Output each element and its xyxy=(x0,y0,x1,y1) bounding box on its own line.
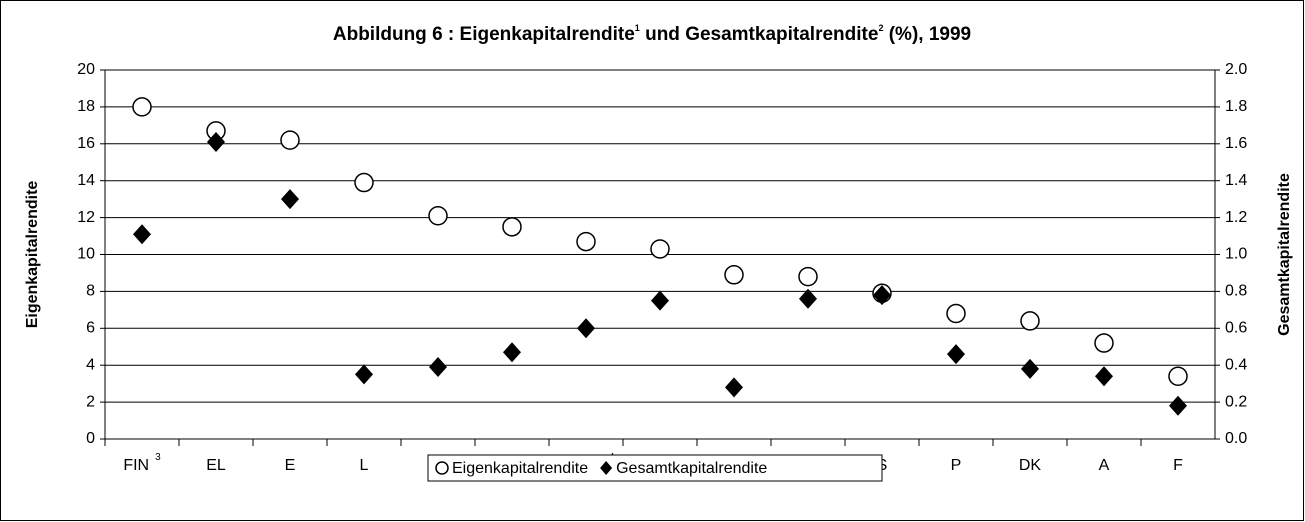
diamond-marker xyxy=(207,131,225,152)
x-tick-label: FIN 3 xyxy=(123,452,161,475)
circle-marker xyxy=(502,217,522,237)
title-part: (%), 1999 xyxy=(883,24,971,45)
y-tick-label: 16 xyxy=(77,135,95,152)
diamond-marker xyxy=(799,288,817,309)
y2-axis-label: Gesamtkapitalrendite xyxy=(1276,173,1293,336)
diamond-marker xyxy=(651,290,669,311)
y-tick-label: 4 xyxy=(86,356,95,373)
diamond-marker xyxy=(1021,358,1039,379)
x-tick-label: A xyxy=(1099,457,1110,474)
circle-marker xyxy=(1094,333,1114,353)
circle-marker xyxy=(280,130,300,150)
diamond-marker xyxy=(503,342,521,363)
legend-label: Eigenkapitalrendite xyxy=(452,460,588,477)
x-tick-label: EL xyxy=(206,457,226,474)
category: FIN xyxy=(123,457,149,474)
circle-marker xyxy=(724,265,744,285)
category: L xyxy=(360,457,369,474)
diamond-marker xyxy=(1095,366,1113,387)
diamond-marker xyxy=(1169,395,1187,416)
x-tick-label: P xyxy=(951,457,962,474)
x-tick-label: L xyxy=(360,457,369,474)
y-tick-label: 20 xyxy=(77,61,95,78)
y-axis-label: Eigenkapitalrendite xyxy=(24,181,41,329)
legend-marker xyxy=(435,461,449,475)
title-footnote: 1 xyxy=(635,23,640,33)
category: E xyxy=(285,457,296,474)
diamond-marker xyxy=(725,377,743,398)
title-part: Abbildung 6 : Eigenkapitalrendite xyxy=(333,24,635,45)
title-footnote: 2 xyxy=(878,23,883,33)
circle-marker xyxy=(650,239,670,259)
y2-tick-label: 0.4 xyxy=(1225,356,1247,373)
x-tick-label: DK xyxy=(1019,457,1042,474)
category: DK xyxy=(1019,457,1042,474)
diamond-marker xyxy=(873,285,891,306)
category: P xyxy=(951,457,962,474)
y-tick-label: 18 xyxy=(77,98,95,115)
diamond-marker xyxy=(947,344,965,365)
y2-tick-label: 1.2 xyxy=(1225,209,1247,226)
legend-box xyxy=(427,454,883,482)
y-tick-label: 12 xyxy=(77,209,95,226)
circle-marker xyxy=(1168,366,1188,387)
y2-tick-label: 2.0 xyxy=(1225,61,1247,78)
category-footnote: 3 xyxy=(155,452,161,463)
category: F xyxy=(1173,457,1183,474)
diamond-marker xyxy=(133,224,151,245)
circle-marker xyxy=(798,266,818,287)
diamond-marker xyxy=(355,364,373,385)
y2-tick-label: 1.8 xyxy=(1225,98,1247,115)
legend-label: Gesamtkapitalrendite xyxy=(616,460,767,477)
y2-tick-label: 0.8 xyxy=(1225,283,1247,300)
category: EL xyxy=(206,457,226,474)
diamond-marker xyxy=(577,318,595,339)
y2-tick-label: 1.4 xyxy=(1225,172,1247,189)
category: A xyxy=(1099,457,1110,474)
circle-marker xyxy=(576,231,596,252)
circle-marker xyxy=(428,206,448,226)
legend-marker xyxy=(600,461,613,475)
y2-tick-label: 1.6 xyxy=(1225,135,1247,152)
y2-tick-label: 1.0 xyxy=(1225,246,1247,263)
y-tick-label: 2 xyxy=(86,393,95,410)
diamond-marker xyxy=(429,357,447,378)
circle-marker xyxy=(354,172,374,193)
y-tick-label: 14 xyxy=(77,172,95,189)
y2-tick-label: 0.0 xyxy=(1225,430,1247,447)
x-tick-label: F xyxy=(1173,457,1183,474)
title-part: und Gesamtkapitalrendite xyxy=(640,24,879,45)
circle-marker xyxy=(946,303,966,324)
legend-item: Eigenkapitalrendite xyxy=(435,460,588,477)
y2-tick-label: 0.2 xyxy=(1225,393,1247,410)
y-tick-label: 10 xyxy=(77,246,95,263)
chart-title: Abbildung 6 : Eigenkapitalrendite1 und G… xyxy=(333,23,971,45)
y-tick-label: 8 xyxy=(86,283,95,300)
circle-marker xyxy=(132,97,152,117)
diamond-marker xyxy=(281,189,299,210)
legend-item: Gesamtkapitalrendite xyxy=(600,460,767,477)
x-tick-label: E xyxy=(285,457,296,474)
y-tick-label: 6 xyxy=(86,320,95,337)
circle-marker xyxy=(1020,311,1040,331)
y-tick-label: 0 xyxy=(86,430,95,447)
y2-tick-label: 0.6 xyxy=(1225,320,1247,337)
